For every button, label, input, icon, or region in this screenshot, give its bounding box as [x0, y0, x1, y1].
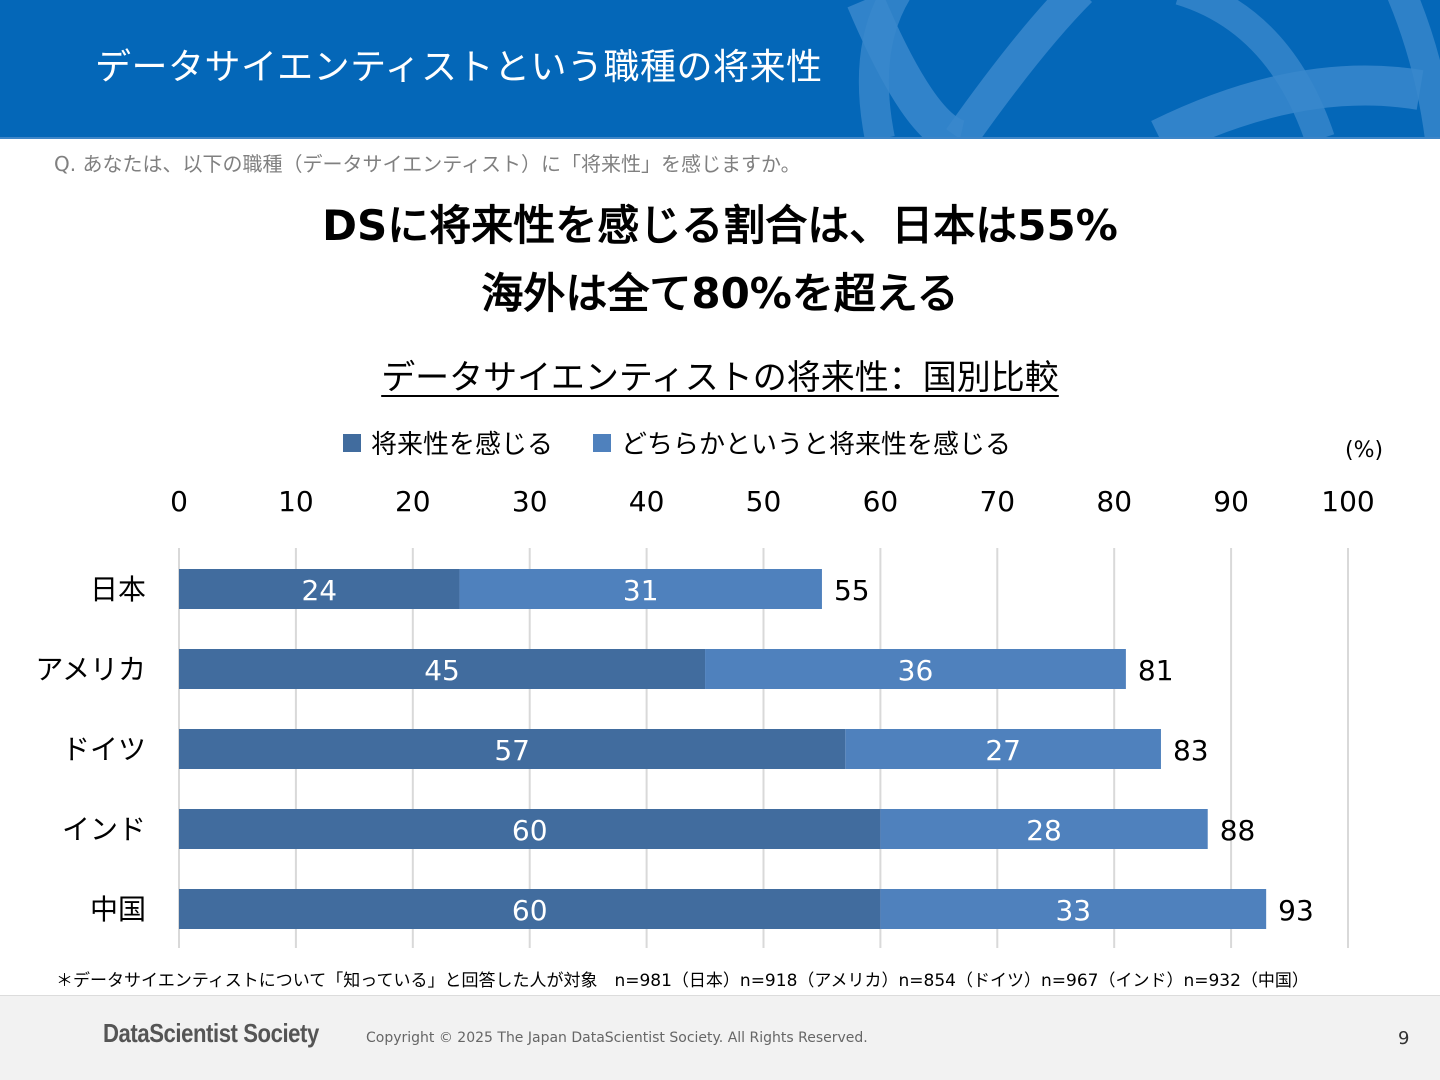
legend-label-series-2: どちらかというと将来性を感じる: [621, 430, 1012, 460]
bar-segment-1: [179, 569, 460, 609]
x-tick-label: 30: [512, 485, 548, 518]
bar-total-label: 81: [1138, 654, 1174, 687]
decorative-swirl-icon: [847, 0, 1440, 137]
legend-item-series-2: どちらかというと将来性を感じる: [593, 424, 1011, 461]
bar-data-label: 28: [1026, 814, 1062, 847]
x-tick-label: 70: [979, 485, 1015, 518]
bar-segment-1: [179, 889, 881, 929]
headline-line-1: DSに将来性を感じる割合は、日本は55%: [322, 201, 1118, 250]
legend-swatch-series-2: [593, 433, 612, 452]
x-tick-label: 60: [863, 485, 899, 518]
header-banner: データサイエンティストという職種の将来性: [0, 0, 1440, 139]
bar-data-label: 60: [512, 894, 548, 927]
page-number: 9: [1398, 1028, 1410, 1049]
x-tick-label: 20: [395, 485, 431, 518]
x-tick-label: 100: [1321, 485, 1374, 518]
legend-swatch-series-1: [343, 433, 361, 452]
headline-line-2: 海外は全て80%を超える: [481, 269, 959, 318]
bar-total-label: 93: [1278, 894, 1314, 927]
chart-legend: 将来性を感じる どちらかというと将来性を感じる: [343, 424, 1051, 461]
survey-question: Q. あなたは、以下の職種（データサイエンティスト）に「将来性」を感じますか。: [54, 152, 801, 176]
y-category-label: 日本: [90, 573, 146, 606]
y-category-label: インド: [62, 813, 146, 846]
y-category-label: アメリカ: [35, 653, 146, 686]
x-tick-label: 80: [1096, 485, 1132, 518]
bar-segment-1: [179, 729, 846, 769]
unit-label: (%): [1345, 438, 1384, 463]
bar-chart: 0 10 20 30 40 50 60 70 80 90 100 24 31 55 日本 45 36 81 アメリカ…: [35, 485, 1375, 948]
x-tick-label: 90: [1213, 485, 1249, 518]
bar-data-label: 45: [424, 654, 460, 687]
bar-data-label: 57: [494, 734, 530, 767]
bar-data-label: 60: [512, 814, 548, 847]
bar-segment-2: [880, 889, 1267, 929]
bar-total-label: 55: [834, 574, 870, 607]
bar-segment-2: [705, 649, 1126, 689]
page-title: データサイエンティストという職種の将来性: [95, 47, 823, 88]
x-tick-label: 0: [170, 485, 188, 518]
chart-title: データサイエンティストの将来性：国別比較: [0, 350, 1440, 399]
bar-data-label: 36: [898, 654, 934, 687]
x-tick-label: 10: [278, 485, 314, 518]
legend-item-series-1: 将来性を感じる: [343, 424, 553, 461]
bar-segment-1: [179, 809, 881, 849]
legend-label-series-1: 将来性を感じる: [371, 430, 554, 460]
footnote: ＊データサイエンティストについて「知っている」と回答した人が対象 n=981（日…: [56, 971, 1309, 991]
x-tick-label: 50: [746, 485, 782, 518]
footer: DataScientist Society Copyright © 2025 T…: [0, 995, 1440, 1080]
footer-copyright: Copyright © 2025 The Japan DataScientist…: [366, 1030, 868, 1046]
bar-data-label: 33: [1055, 894, 1091, 927]
bar-data-label: 24: [301, 574, 337, 607]
bar-segment-2: [459, 569, 822, 609]
y-category-label: 中国: [90, 893, 146, 926]
y-category-label: ドイツ: [62, 733, 146, 766]
chart-title-text: データサイエンティストの将来性：国別比較: [381, 358, 1059, 398]
bar-data-label: 27: [985, 734, 1021, 767]
bar-total-label: 83: [1173, 734, 1209, 767]
bar-segment-1: [179, 649, 706, 689]
footer-logo: DataScientist Society: [103, 1018, 319, 1048]
bar-total-label: 88: [1220, 814, 1256, 847]
x-tick-label: 40: [629, 485, 665, 518]
bar-segment-2: [880, 809, 1208, 849]
bar-data-label: 31: [623, 574, 659, 607]
bar-segment-2: [845, 729, 1161, 769]
